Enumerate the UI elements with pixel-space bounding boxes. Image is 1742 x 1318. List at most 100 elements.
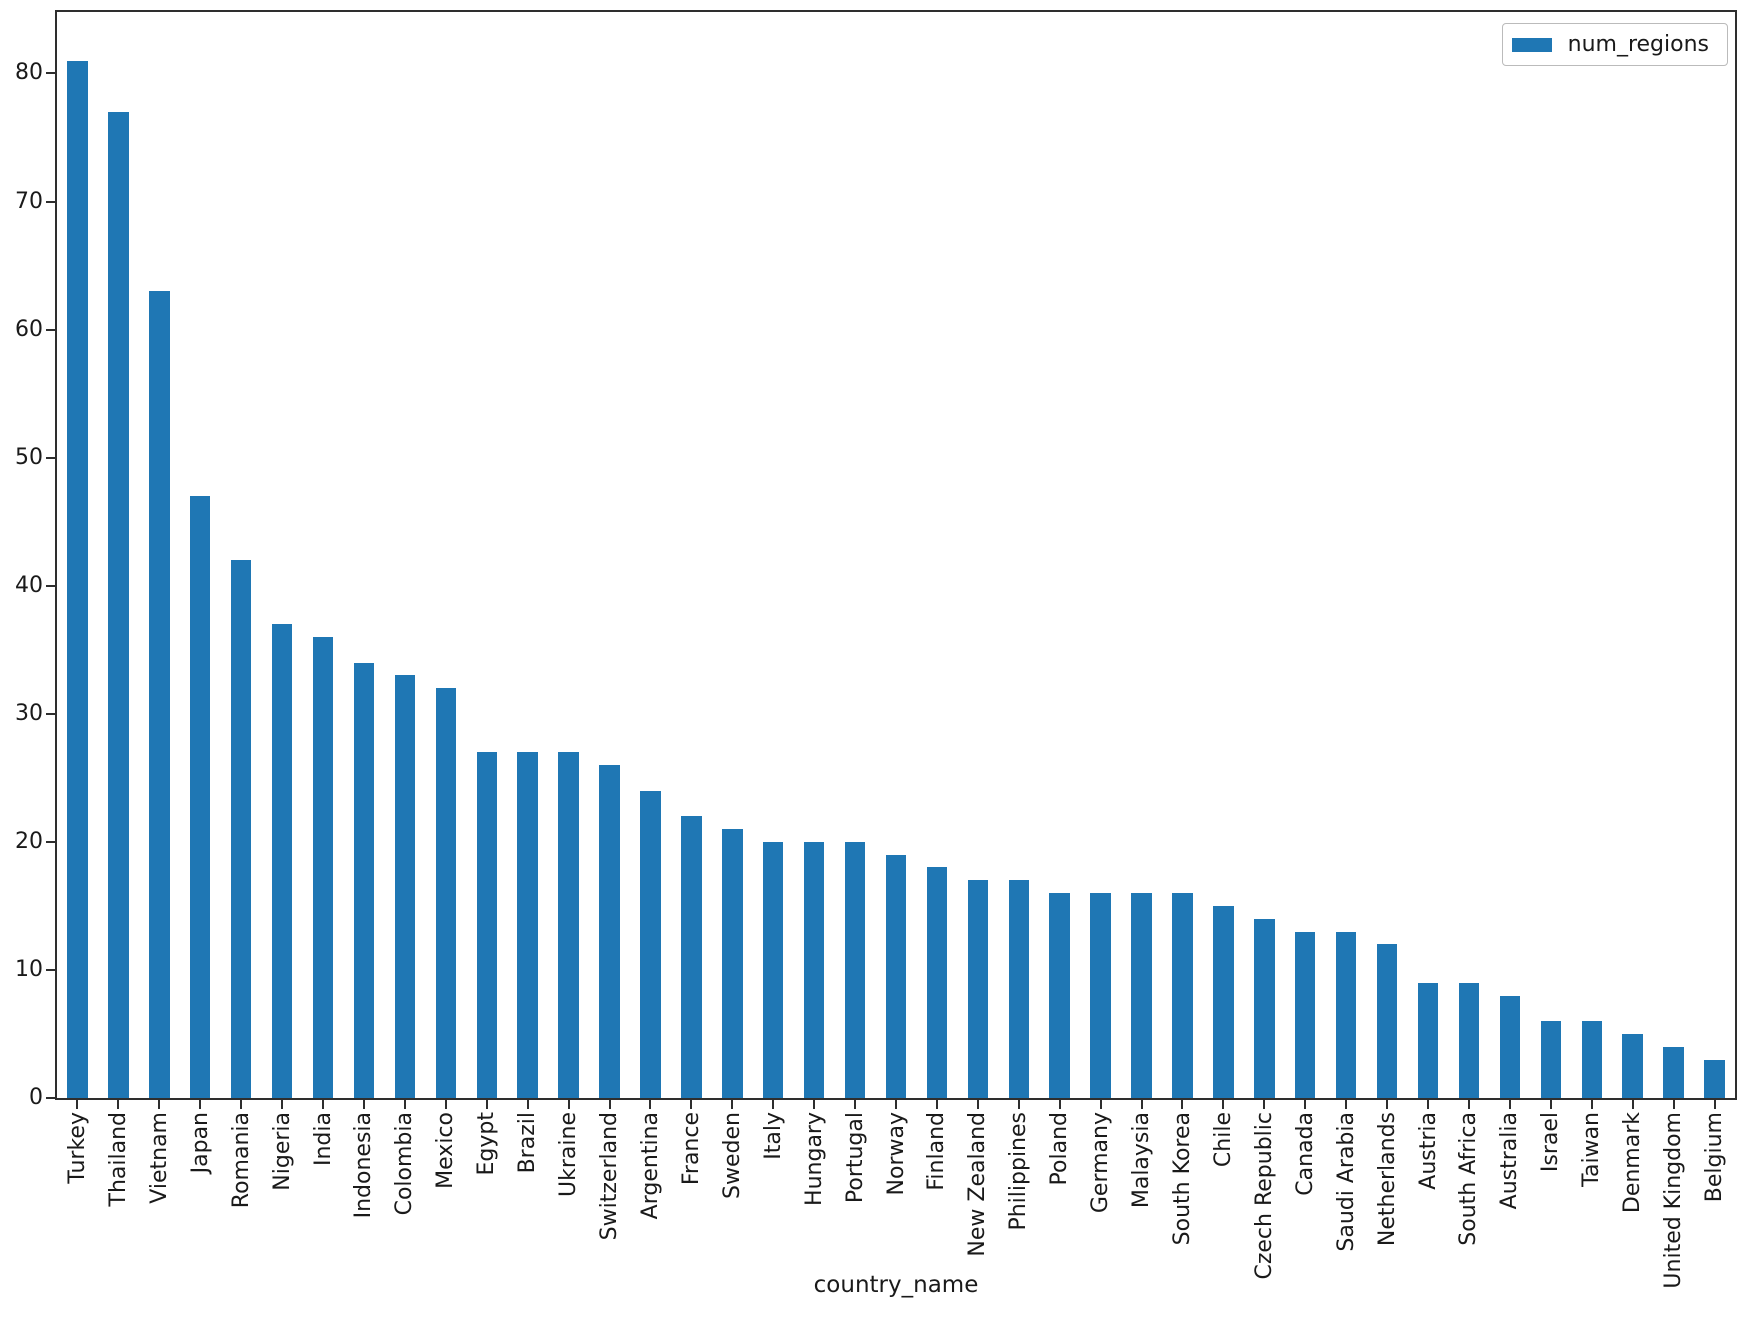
- bar-czech-republic: [1254, 918, 1275, 1098]
- plot-area: num_regions: [55, 10, 1737, 1100]
- x-tick-label-netherlands: Netherlands: [1374, 1112, 1400, 1247]
- x-tick-label-japan: Japan: [187, 1112, 213, 1174]
- x-tick-label-egypt: Egypt: [474, 1112, 500, 1176]
- y-tick-mark: [46, 584, 55, 587]
- x-tick-label-finland: Finland: [924, 1112, 950, 1191]
- y-tick-mark: [46, 328, 55, 331]
- x-tick-mark: [1467, 1100, 1470, 1109]
- x-tick-mark: [1222, 1100, 1225, 1109]
- x-tick-label-nigeria: Nigeria: [269, 1112, 295, 1191]
- x-tick-mark: [76, 1100, 79, 1109]
- x-tick-label-poland: Poland: [1047, 1112, 1073, 1186]
- x-tick-label-israel: Israel: [1538, 1112, 1564, 1173]
- x-tick-label-belgium: Belgium: [1702, 1112, 1728, 1203]
- x-tick-mark: [1549, 1100, 1552, 1109]
- x-tick-mark: [1713, 1100, 1716, 1109]
- x-tick-mark: [403, 1100, 406, 1109]
- x-tick-label-romania: Romania: [228, 1112, 254, 1209]
- bar-france: [681, 816, 702, 1098]
- bar-australia: [1499, 995, 1521, 1098]
- bar-finland: [926, 867, 948, 1098]
- x-tick-mark: [1099, 1100, 1102, 1109]
- x-tick-label-indonesia: Indonesia: [351, 1112, 377, 1219]
- bar-switzerland: [599, 765, 620, 1098]
- x-tick-mark: [444, 1100, 447, 1109]
- x-tick-label-philippines: Philippines: [1006, 1112, 1032, 1231]
- x-tick-label-united-kingdom: United Kingdom: [1661, 1112, 1687, 1289]
- x-tick-label-thailand: Thailand: [105, 1112, 131, 1207]
- x-tick-label-vietnam: Vietnam: [146, 1112, 172, 1204]
- y-tick-label: 80: [15, 60, 43, 86]
- x-tick-mark: [813, 1100, 816, 1109]
- x-tick-label-germany: Germany: [1088, 1112, 1114, 1214]
- bar-portugal: [844, 841, 866, 1098]
- x-tick-mark: [485, 1100, 488, 1109]
- x-tick-label-turkey: Turkey: [64, 1112, 90, 1184]
- x-tick-mark: [567, 1100, 570, 1109]
- x-tick-mark: [1017, 1100, 1020, 1109]
- x-tick-mark: [281, 1100, 284, 1109]
- bar-malaysia: [1131, 893, 1152, 1098]
- x-tick-label-taiwan: Taiwan: [1579, 1112, 1605, 1187]
- bar-nigeria: [271, 624, 293, 1098]
- bar-turkey: [67, 60, 88, 1098]
- x-tick-mark: [1631, 1100, 1634, 1109]
- x-tick-label-brazil: Brazil: [515, 1112, 541, 1174]
- x-tick-label-mexico: Mexico: [433, 1112, 459, 1189]
- y-tick-label: 70: [15, 188, 43, 214]
- y-tick-label: 60: [15, 316, 43, 342]
- x-tick-label-chile: Chile: [1210, 1112, 1236, 1168]
- bar-romania: [230, 560, 252, 1098]
- bar-south-korea: [1172, 893, 1193, 1098]
- x-tick-mark: [1181, 1100, 1184, 1109]
- bar-india: [312, 636, 334, 1098]
- x-tick-label-india: India: [310, 1112, 336, 1166]
- x-tick-mark: [240, 1100, 243, 1109]
- bar-poland: [1049, 893, 1070, 1098]
- bar-united-kingdom: [1663, 1046, 1684, 1098]
- y-tick-label: 0: [29, 1085, 43, 1110]
- bar-canada: [1295, 931, 1316, 1098]
- x-tick-label-denmark: Denmark: [1620, 1112, 1646, 1214]
- y-tick-mark: [46, 1097, 55, 1099]
- x-tick-mark: [117, 1100, 120, 1109]
- x-tick-label-new-zealand: New Zealand: [965, 1112, 991, 1257]
- legend: num_regions: [1501, 23, 1728, 66]
- x-tick-mark: [772, 1100, 775, 1109]
- x-axis-title: country_name: [813, 1272, 979, 1298]
- x-tick-mark: [1304, 1100, 1307, 1109]
- bar-denmark: [1622, 1033, 1643, 1098]
- x-tick-mark: [731, 1100, 734, 1109]
- bars-layer: [57, 12, 1735, 1098]
- bar-austria: [1417, 982, 1439, 1098]
- x-tick-mark: [1672, 1100, 1675, 1109]
- x-tick-mark: [935, 1100, 938, 1109]
- legend-label: num_regions: [1567, 32, 1709, 57]
- x-tick-label-france: France: [678, 1112, 704, 1186]
- y-tick-mark: [46, 840, 55, 843]
- bar-germany: [1090, 893, 1111, 1098]
- x-tick-mark: [1058, 1100, 1061, 1109]
- x-tick-mark: [199, 1100, 202, 1109]
- bar-south-africa: [1458, 982, 1480, 1098]
- bar-philippines: [1008, 880, 1029, 1098]
- y-tick-mark: [46, 456, 55, 459]
- bar-hungary: [803, 841, 825, 1098]
- x-tick-label-austria: Austria: [1415, 1112, 1441, 1190]
- y-tick-mark: [46, 968, 55, 971]
- x-tick-mark: [976, 1100, 979, 1109]
- x-tick-mark: [1508, 1100, 1511, 1109]
- x-tick-label-argentina: Argentina: [637, 1112, 663, 1220]
- x-tick-label-sweden: Sweden: [719, 1112, 745, 1199]
- x-tick-mark: [1140, 1100, 1143, 1109]
- x-tick-label-hungary: Hungary: [801, 1112, 827, 1206]
- bar-saudi-arabia: [1335, 931, 1357, 1098]
- bar-vietnam: [149, 291, 170, 1098]
- x-tick-mark: [1263, 1100, 1266, 1109]
- bar-egypt: [476, 752, 497, 1098]
- x-tick-label-italy: Italy: [760, 1112, 786, 1160]
- x-tick-label-south-africa: South Africa: [1456, 1112, 1482, 1246]
- x-tick-label-czech-republic: Czech Republic: [1251, 1112, 1277, 1280]
- bar-japan: [190, 496, 211, 1098]
- x-tick-mark: [526, 1100, 529, 1109]
